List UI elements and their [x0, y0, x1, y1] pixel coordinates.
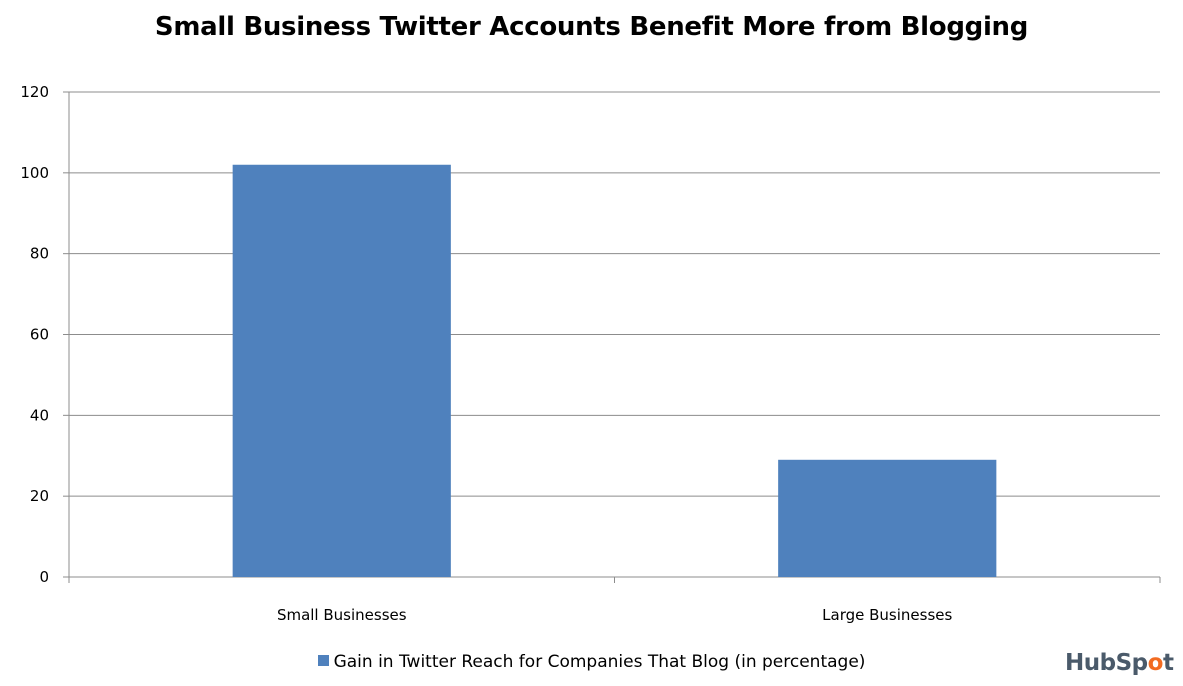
x-tick-label: Small Businesses	[277, 606, 407, 624]
chart-title: Small Business Twitter Accounts Benefit …	[154, 12, 1029, 42]
x-tick-label: Large Businesses	[822, 606, 952, 624]
legend: Gain in Twitter Reach for Companies That…	[0, 652, 1183, 672]
y-tick-label: 80	[30, 245, 49, 263]
bar	[232, 164, 451, 577]
y-tick-label: 0	[39, 568, 49, 586]
y-tick-label: 60	[30, 326, 49, 344]
bar	[778, 459, 997, 577]
legend-label: Gain in Twitter Reach for Companies That…	[333, 652, 866, 672]
bar-chart: 0 20 40 60 80 100 120 Small Businesses Large Bus…	[20, 83, 1161, 624]
y-tick-label: 120	[20, 83, 49, 101]
y-tick-label: 100	[20, 164, 49, 182]
y-tick-label: 20	[30, 487, 49, 505]
y-tick-label: 40	[30, 406, 49, 424]
legend-swatch	[317, 655, 329, 666]
hubspot-logo: HubSpot	[1065, 650, 1174, 676]
